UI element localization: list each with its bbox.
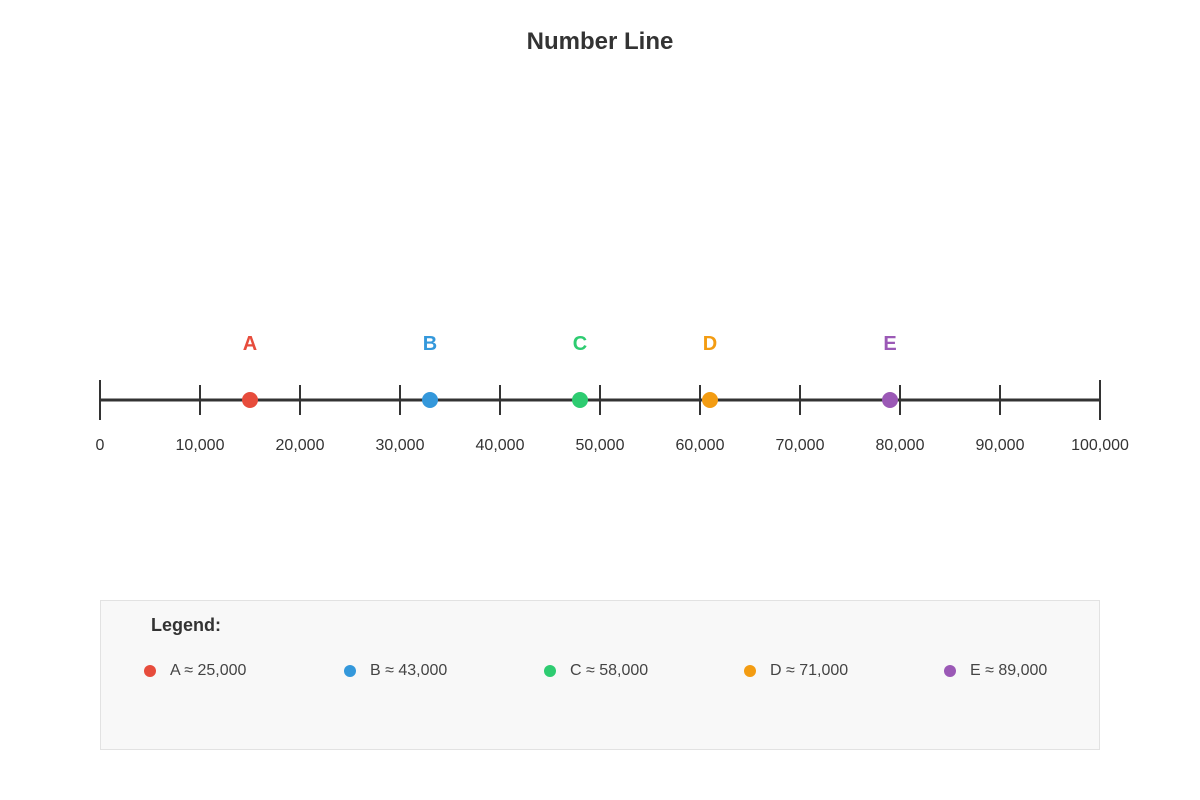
legend-dot-b	[344, 665, 356, 677]
legend-item-c: C ≈ 58,000	[544, 660, 648, 682]
point-label-e: E	[883, 333, 896, 355]
tick-label: 70,000	[776, 437, 825, 454]
tick-label: 80,000	[876, 437, 925, 454]
legend-label-e: E ≈ 89,000	[970, 662, 1048, 679]
legend-item-d: D ≈ 71,000	[744, 660, 848, 682]
point-label-a: A	[243, 333, 257, 355]
tick-label: 0	[96, 437, 105, 454]
point-label-c: C	[573, 333, 587, 355]
point-c	[572, 392, 588, 408]
legend-item-a: A ≈ 25,000	[144, 660, 246, 682]
legend-title: Legend:	[151, 615, 221, 635]
legend-label-b: B ≈ 43,000	[370, 662, 448, 679]
point-b	[422, 392, 438, 408]
legend: Legend: A ≈ 25,000 B ≈ 43,000 C ≈ 58,000…	[100, 600, 1100, 750]
legend-dot-e	[944, 665, 956, 677]
point-label-b: B	[423, 333, 437, 355]
tick-label: 20,000	[276, 437, 325, 454]
tick-label: 40,000	[476, 437, 525, 454]
tick-label: 50,000	[576, 437, 625, 454]
point-label-d: D	[703, 333, 717, 355]
point-a	[242, 392, 258, 408]
tick-label: 60,000	[676, 437, 725, 454]
legend-item-b: B ≈ 43,000	[344, 660, 447, 682]
legend-label-d: D ≈ 71,000	[770, 662, 849, 679]
page-title: Number Line	[526, 28, 674, 55]
point-e	[882, 392, 898, 408]
legend-label-c: C ≈ 58,000	[570, 662, 649, 679]
tick-label: 90,000	[976, 437, 1025, 454]
tick-label: 30,000	[376, 437, 425, 454]
legend-dot-c	[544, 665, 556, 677]
tick-label: 10,000	[176, 437, 225, 454]
legend-label-a: A ≈ 25,000	[170, 662, 247, 679]
legend-dot-a	[144, 665, 156, 677]
point-d	[702, 392, 718, 408]
tick-label: 100,000	[1071, 437, 1129, 454]
legend-item-e: E ≈ 89,000	[944, 660, 1047, 682]
legend-dot-d	[744, 665, 756, 677]
